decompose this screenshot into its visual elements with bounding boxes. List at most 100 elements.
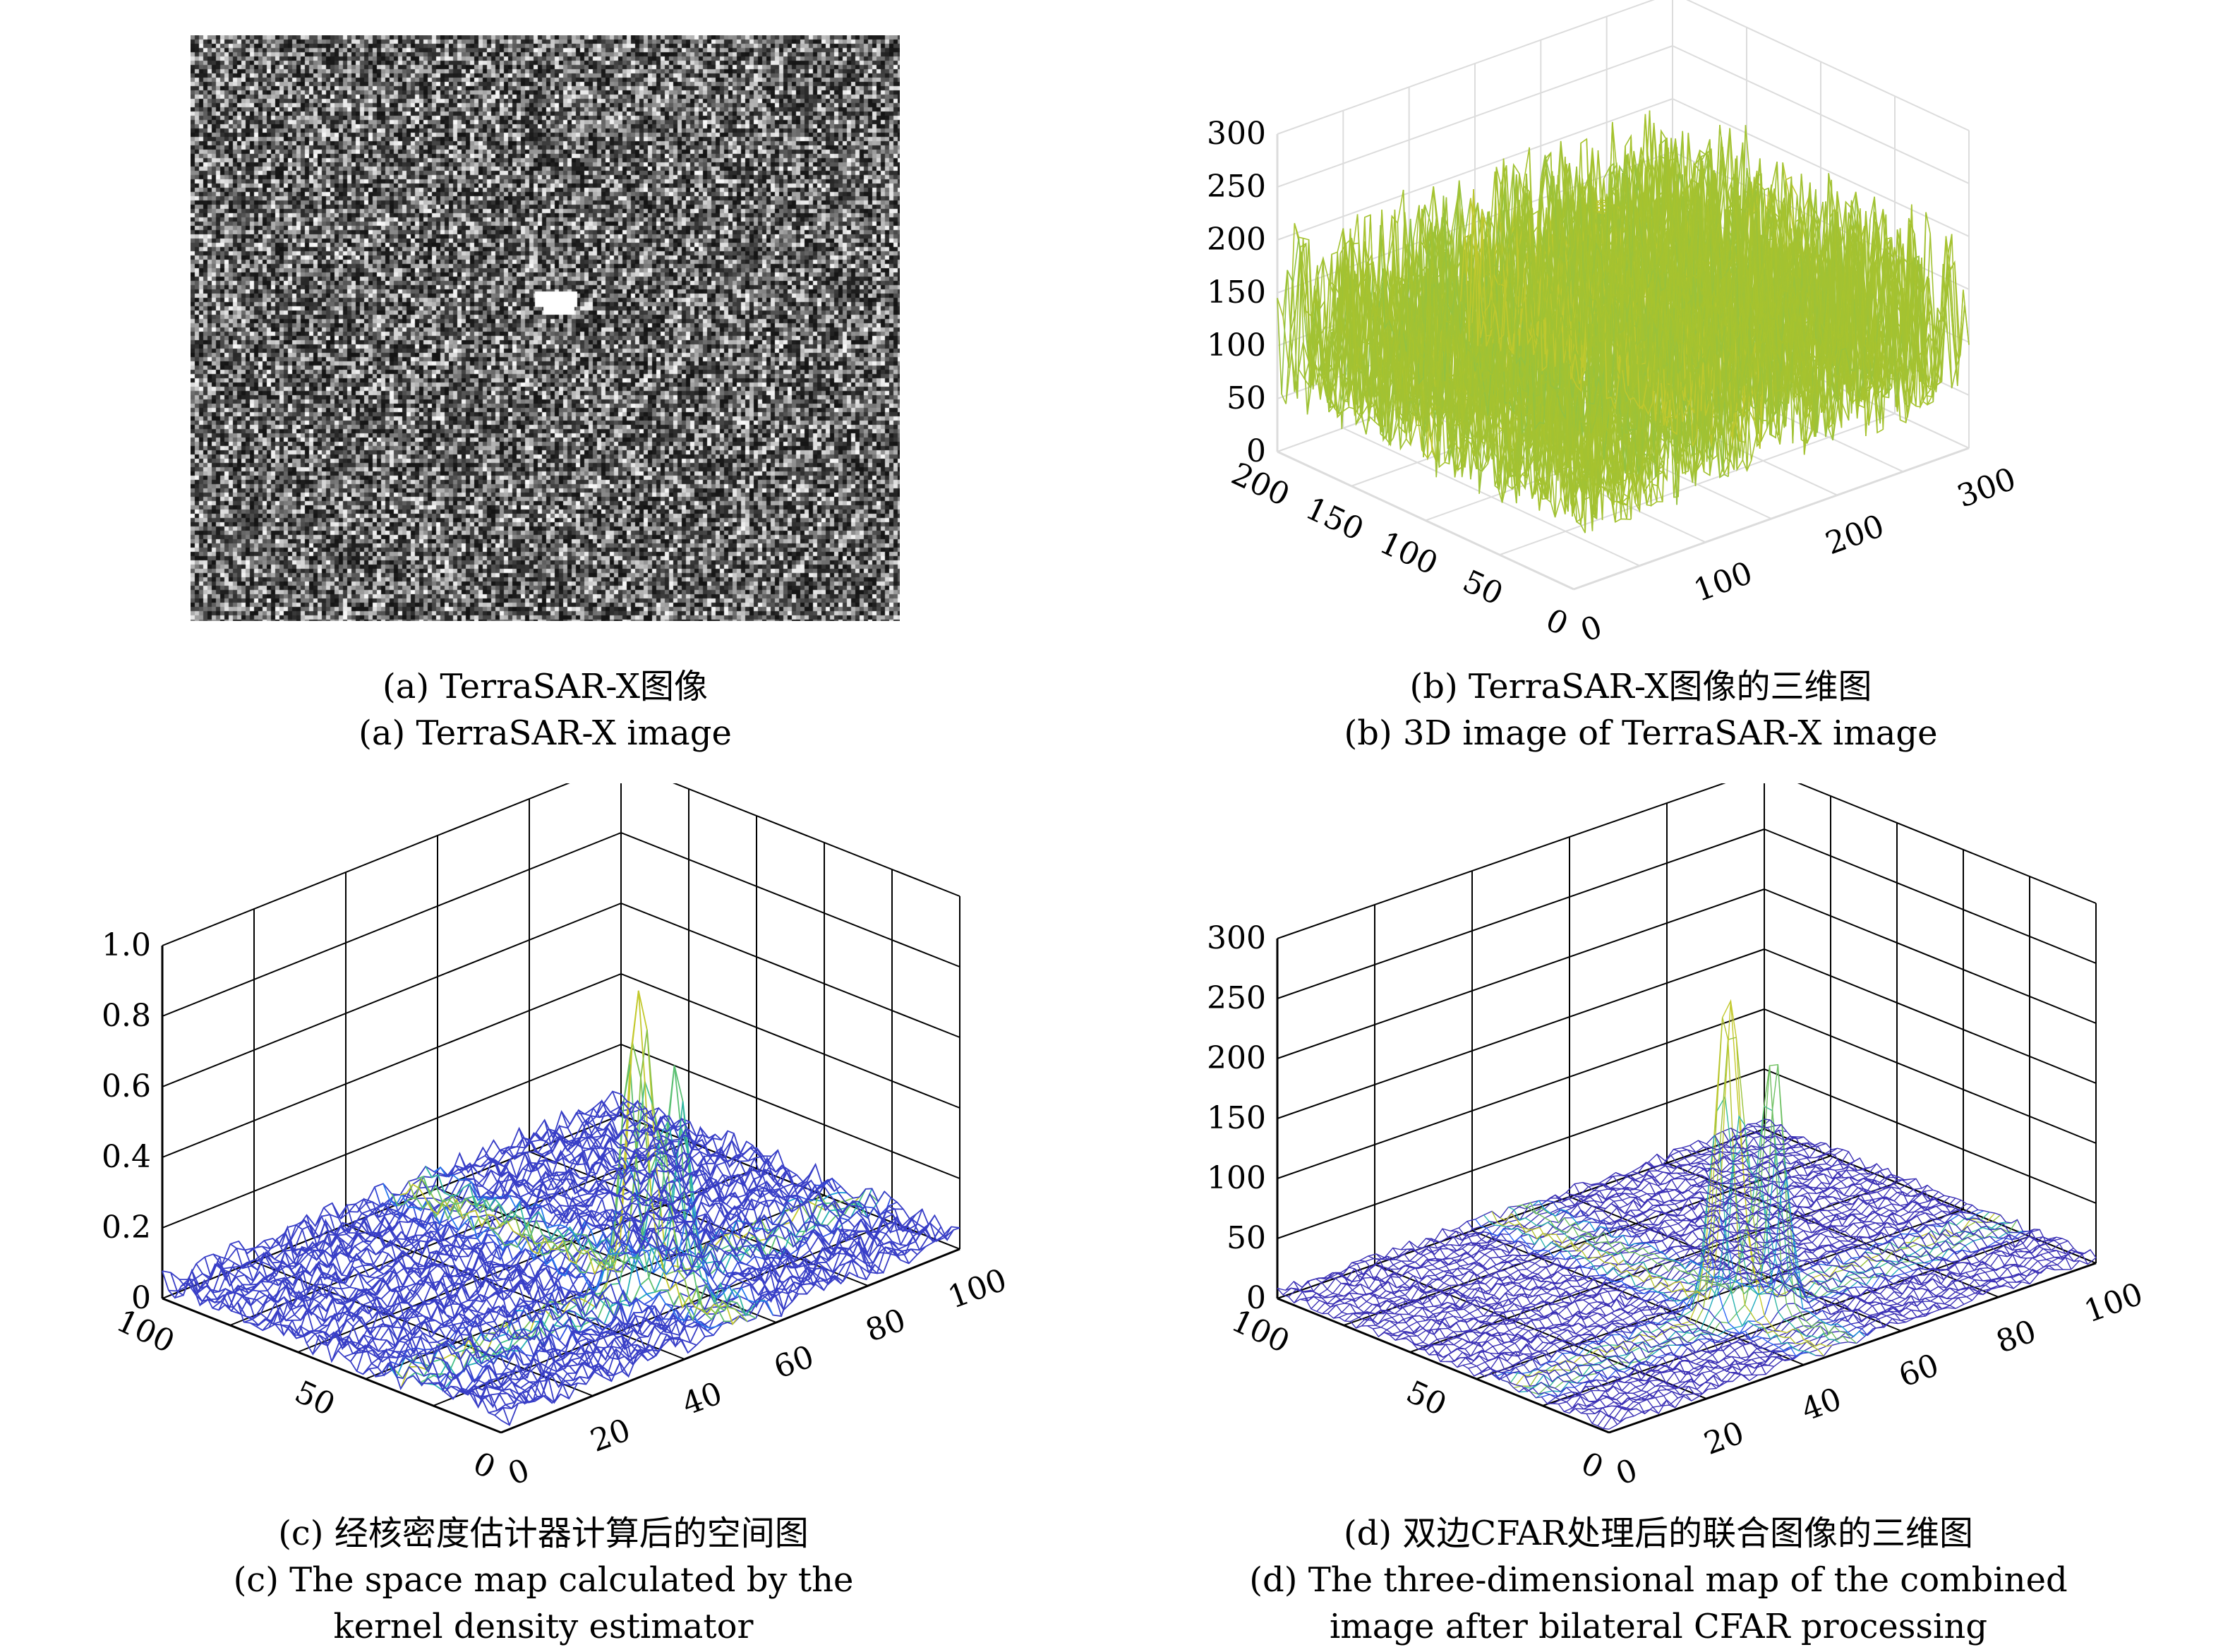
panel-d-surface-line [1508,1115,1841,1344]
panel-c-grid-floor-v [162,1114,622,1299]
panel-c-axis-x [500,1248,960,1434]
panel-d-grid-floor-u [1471,1230,1805,1365]
panel-c-surface-line [518,1128,859,1277]
panel-d-grid-z-back-left [1277,948,1765,1119]
panel-d-ztick-label: 0 [1246,1280,1266,1316]
panel-b-grid-floor-v [1499,413,1896,556]
panel-c-xtick-label: 20 [586,1412,635,1459]
panel-d-ztick-label: 150 [1207,1100,1266,1136]
panel-b-ytick-label: 100 [1374,525,1443,583]
panel-d-surface-line [1282,1119,1771,1296]
panel-b-surface-line [1654,144,1953,385]
panel-d-grid-z-back-right [1764,888,2097,1024]
panel-d-surface-line [1450,1230,1783,1363]
panel-c-surface-line [620,1093,960,1241]
panel-d-surface-line [1632,1170,1965,1305]
panel-d-surface-line [1755,1123,2088,1265]
panel-c-grid-z-back-left [162,973,622,1158]
panel-d-surface-line [1575,1238,2063,1410]
panel-c-surface-line [229,1243,570,1399]
panel-d-surface-line [1401,1168,1888,1340]
caption-c-en-1: (c) The space map calculated by the [233,1560,854,1600]
panel-d-surface-line [1375,1253,1709,1395]
panel-d-ytick-label: 50 [1401,1374,1452,1423]
terrasar-x-image [191,35,900,621]
panel-c-grid-z-back-right [620,903,960,1038]
panel-c-surface-line [416,1065,757,1319]
panel-d-surface-line [1697,1140,2030,1284]
panel-d-surface-line [1351,1262,1684,1399]
panel-d-surface-line [1524,1064,1857,1344]
panel-d-surface-line [1417,1246,1750,1381]
panel-d-surface-line [1335,1272,1668,1407]
panel-d-surface-line [1299,1129,1788,1302]
panel-c-grid-z-back-left [162,903,622,1087]
panel-c-ytick-label: 50 [289,1374,340,1423]
caption-b: (b) TerraSAR-X图像的三维图 (b) 3D image of Ter… [1200,663,2082,756]
panel-d-surface-line [1458,1227,1791,1361]
panel-d-ytick-label: 0 [1576,1445,1609,1486]
panel-d-grid-z-back-left [1277,1008,1765,1179]
panel-c-grid-z-back-right [620,832,960,967]
panel-b-ytick-label: 200 [1226,456,1295,514]
caption-c-en-2: kernel density estimator [333,1607,754,1646]
panel-b-ztick-label: 50 [1227,380,1266,416]
panel-d-surface-line [1648,1161,1981,1294]
panel-c-surface-line [399,990,740,1326]
panel-d-surface-line [1665,1154,1998,1290]
panel-d-surface-line [1558,1198,1891,1328]
panel-d-surface-line [1673,1149,2006,1288]
panel-d-grid-floor-u [1764,1128,2097,1264]
panel-c-surface-line [493,1140,833,1287]
panel-d-grid-z-back-right [1797,783,2097,904]
panel-d-surface-line [1466,1221,1800,1361]
panel-c-xtick-label: 40 [677,1375,727,1423]
caption-d-cn: (d) 双边CFAR处理后的联合图像的三维图 [1343,1514,1974,1553]
panel-d-grid-floor-v [1277,1128,1765,1299]
panel-c-surface-line [297,1219,638,1361]
panel-d-surface-line [1533,1176,1865,1338]
panel-b-xtick-label: 200 [1821,508,1888,562]
panel-c-surface-line [578,1109,918,1255]
panel-d-axis-x [1608,1262,2097,1434]
panel-c-grid-floor-u [345,1224,685,1360]
panel-d-surface-line [1475,1219,1807,1357]
panel-c-surface-line [195,1263,536,1404]
panel-c-surface-line [442,1164,783,1317]
panel-c-ztick-label: 0.6 [102,1068,151,1104]
panel-c-surface-line [221,1258,562,1404]
panel-d-surface-line [1574,1183,1907,1323]
panel-c-surface-line [612,1091,952,1243]
panel-c-xtick-label: 60 [769,1339,819,1386]
panel-c-surface-line [357,1198,697,1346]
panel-c-surface-line [314,1214,655,1361]
panel-d-surface-line [1426,1238,1758,1376]
panel-d-grid-z-back-left [1277,1068,1765,1239]
panel-d-surface-line [1580,1240,2068,1414]
panel-d-grid-z-back-left [1277,783,1726,939]
panel-c-surface-line [408,1030,748,1322]
panel-b-xtick-label: 100 [1689,555,1757,609]
panel-d-ztick-label: 200 [1207,1040,1266,1076]
panel-c-ztick-label: 0.4 [102,1139,151,1175]
panel-c-grid-z-back-left [162,783,570,946]
panel-c-surface-line [433,1166,774,1315]
panel-c-ztick-label: 0 [131,1280,151,1316]
panel-d-surface-line [1656,1154,1989,1296]
panel-c-surface-line [382,1183,723,1329]
panel-b-ytick-label: 0 [1541,602,1574,643]
panel-c-grid-floor-u [253,1261,594,1397]
panel-c-surface-line [391,1064,730,1322]
panel-c-surface-line [331,1202,671,1352]
panel-d-surface-line [1411,1174,1900,1346]
panel-d-surface-line [1310,1278,1643,1413]
panel-b-xtick-label: 0 [1576,609,1607,650]
panel-d-surface-line [1392,1248,1725,1387]
panel-d-surface-line [1285,1287,1618,1425]
panel-c-surface-line [484,1154,825,1291]
panel-c-surface-line [526,1132,867,1280]
panel-d-surface-line [1615,1171,1948,1310]
panel-c-surface-line [339,1203,680,1340]
panel-c-ytick-label: 0 [468,1445,501,1486]
